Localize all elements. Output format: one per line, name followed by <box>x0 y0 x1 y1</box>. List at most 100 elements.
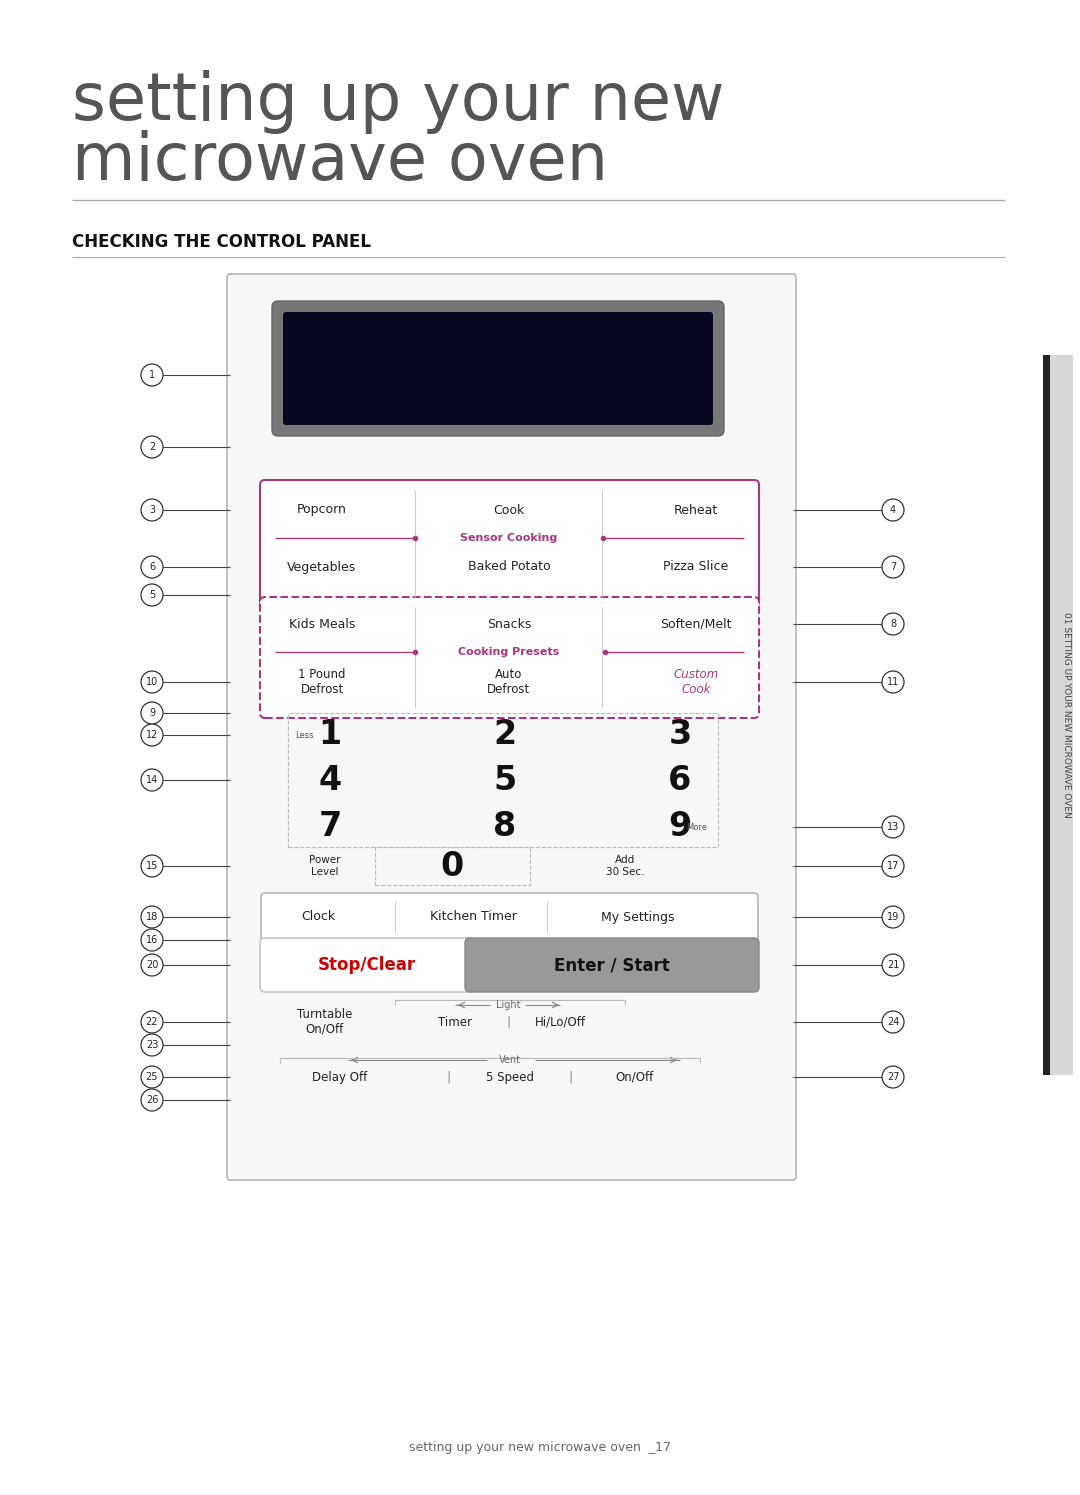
Text: My Settings: My Settings <box>602 910 675 924</box>
Text: 8: 8 <box>890 619 896 629</box>
FancyBboxPatch shape <box>465 937 759 993</box>
Text: 2: 2 <box>149 443 156 451</box>
Circle shape <box>882 671 904 694</box>
Text: Hi/Lo/Off: Hi/Lo/Off <box>535 1015 585 1029</box>
Text: 5: 5 <box>494 764 516 797</box>
Circle shape <box>141 1011 163 1033</box>
FancyBboxPatch shape <box>283 312 713 425</box>
Circle shape <box>882 855 904 878</box>
FancyBboxPatch shape <box>1043 354 1074 1075</box>
Text: 5: 5 <box>149 591 156 599</box>
Text: Add
30 Sec.: Add 30 Sec. <box>606 855 645 876</box>
Text: 7: 7 <box>890 562 896 573</box>
Circle shape <box>141 585 163 605</box>
FancyBboxPatch shape <box>260 937 475 993</box>
Text: setting up your new microwave oven  _17: setting up your new microwave oven _17 <box>409 1441 671 1453</box>
Circle shape <box>141 954 163 976</box>
Text: 4: 4 <box>890 505 896 514</box>
Text: Reheat: Reheat <box>674 504 718 516</box>
Text: 3: 3 <box>149 505 156 514</box>
Circle shape <box>882 816 904 839</box>
Circle shape <box>882 1066 904 1088</box>
Text: 2: 2 <box>494 719 516 752</box>
Text: 19: 19 <box>887 912 900 922</box>
Text: |: | <box>446 1070 450 1084</box>
Text: 8: 8 <box>494 810 516 843</box>
Text: 20: 20 <box>146 960 158 970</box>
FancyBboxPatch shape <box>1043 354 1050 1075</box>
Circle shape <box>882 906 904 928</box>
Text: 9: 9 <box>149 709 156 718</box>
FancyBboxPatch shape <box>261 893 758 940</box>
Text: Delay Off: Delay Off <box>312 1070 367 1084</box>
Text: Power
Level: Power Level <box>309 855 341 876</box>
Circle shape <box>141 928 163 951</box>
Text: 7: 7 <box>319 810 341 843</box>
Text: Cooking Presets: Cooking Presets <box>458 647 559 656</box>
Text: setting up your new: setting up your new <box>72 70 725 135</box>
Text: 10: 10 <box>146 677 158 688</box>
Text: Light: Light <box>496 1000 521 1011</box>
Text: 13: 13 <box>887 822 900 833</box>
Circle shape <box>882 1011 904 1033</box>
Text: Auto
Defrost: Auto Defrost <box>487 668 530 697</box>
Text: 17: 17 <box>887 861 900 872</box>
Text: 1 Pound
Defrost: 1 Pound Defrost <box>298 668 346 697</box>
FancyBboxPatch shape <box>227 274 796 1180</box>
Circle shape <box>141 855 163 878</box>
Circle shape <box>141 363 163 386</box>
Circle shape <box>141 1035 163 1055</box>
FancyBboxPatch shape <box>272 300 724 437</box>
Text: Cook: Cook <box>494 504 525 516</box>
Text: More: More <box>686 822 707 831</box>
Text: 4: 4 <box>319 764 341 797</box>
Circle shape <box>141 724 163 746</box>
Text: Vegetables: Vegetables <box>287 561 356 574</box>
Circle shape <box>882 954 904 976</box>
Text: Custom
Cook: Custom Cook <box>673 668 718 697</box>
Text: Turntable
On/Off: Turntable On/Off <box>297 1008 353 1036</box>
Text: Timer: Timer <box>438 1015 472 1029</box>
Circle shape <box>141 703 163 724</box>
Text: microwave oven: microwave oven <box>72 130 608 194</box>
Text: 15: 15 <box>146 861 158 872</box>
Circle shape <box>882 613 904 635</box>
Text: 26: 26 <box>146 1094 158 1105</box>
Text: 11: 11 <box>887 677 900 688</box>
Text: 18: 18 <box>146 912 158 922</box>
Text: Popcorn: Popcorn <box>297 504 347 516</box>
Text: 01 SETTING UP YOUR NEW MICROWAVE OVEN: 01 SETTING UP YOUR NEW MICROWAVE OVEN <box>1062 611 1070 818</box>
Text: 21: 21 <box>887 960 900 970</box>
Text: 9: 9 <box>669 810 691 843</box>
Circle shape <box>141 768 163 791</box>
Text: 24: 24 <box>887 1017 900 1027</box>
Text: 22: 22 <box>146 1017 159 1027</box>
Text: Stop/Clear: Stop/Clear <box>318 955 416 975</box>
Text: |: | <box>568 1070 572 1084</box>
Circle shape <box>141 1088 163 1111</box>
Text: 27: 27 <box>887 1072 900 1082</box>
Text: Kids Meals: Kids Meals <box>288 617 355 631</box>
Text: |: | <box>505 1015 510 1029</box>
Circle shape <box>882 499 904 520</box>
Text: 6: 6 <box>149 562 156 573</box>
Text: 5 Speed: 5 Speed <box>486 1070 534 1084</box>
Text: 12: 12 <box>146 730 158 740</box>
Circle shape <box>882 556 904 579</box>
Text: Sensor Cooking: Sensor Cooking <box>460 534 557 543</box>
Circle shape <box>141 499 163 520</box>
Text: 1: 1 <box>319 719 341 752</box>
Circle shape <box>141 556 163 579</box>
Text: Vent: Vent <box>499 1055 521 1064</box>
Text: Snacks: Snacks <box>487 617 531 631</box>
Text: 16: 16 <box>146 934 158 945</box>
FancyBboxPatch shape <box>260 480 759 607</box>
Circle shape <box>141 437 163 457</box>
Text: 14: 14 <box>146 774 158 785</box>
Circle shape <box>141 1066 163 1088</box>
Text: Clock: Clock <box>301 910 335 924</box>
Text: 6: 6 <box>669 764 691 797</box>
Text: Enter / Start: Enter / Start <box>554 955 670 975</box>
FancyBboxPatch shape <box>260 597 759 718</box>
Text: 0: 0 <box>441 849 463 882</box>
